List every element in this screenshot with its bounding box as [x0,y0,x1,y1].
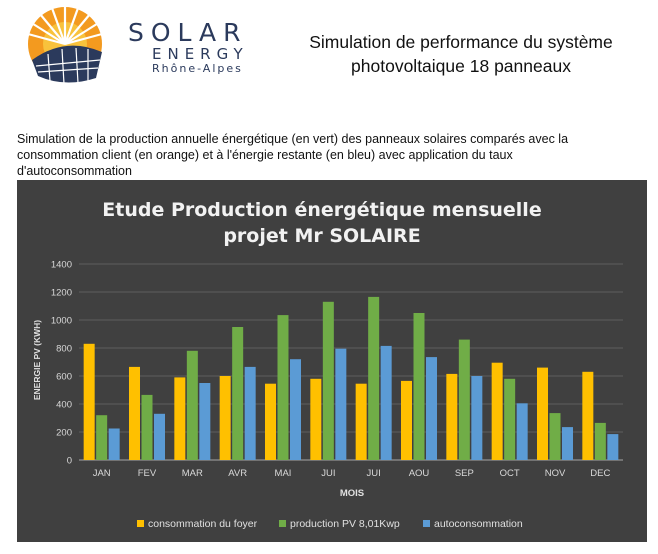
y-tick-label: 800 [56,344,72,355]
bar-consommation [310,378,322,460]
bar-production [277,315,289,460]
legend-swatch [137,520,144,527]
legend-swatch [279,520,286,527]
x-tick-label: MAR [182,468,203,479]
y-tick-label: 200 [56,428,72,439]
y-axis-label: ENERGIE PV (KWH) [32,320,42,400]
bar-production [141,394,153,460]
bar-autoconsommation [108,428,120,460]
bar-consommation [582,371,594,460]
solar-energy-logo [27,6,103,85]
bar-autoconsommation [562,427,573,460]
bar-consommation [174,377,186,460]
description-line1: Simulation de la production annuelle éne… [17,132,569,146]
description-line3: d'autoconsommation [17,164,132,178]
x-axis-label: MOIS [340,488,364,499]
bar-consommation [537,367,548,460]
y-tick-label: 400 [56,400,72,411]
bar-consommation [83,343,95,460]
chart-title-line1: Etude Production énergétique mensuelle [102,199,541,221]
bar-production [96,415,108,460]
bar-autoconsommation [471,376,483,460]
x-tick-label: DEC [590,468,610,479]
legend-label: consommation du foyer [148,518,258,530]
page-title: Simulation de performance du système pho… [276,30,646,78]
bar-autoconsommation [380,345,392,460]
x-tick-label: OCT [500,468,520,479]
bar-autoconsommation [607,434,619,460]
production-chart: Etude Production énergétique mensuelle p… [17,180,647,542]
description: Simulation de la production annuelle éne… [17,131,647,179]
y-tick-label: 1200 [51,288,72,299]
brand-sub: ENERGY [152,45,249,63]
brand-name: SOLAR [128,18,248,47]
bar-autoconsommation [290,359,301,460]
x-tick-label: SEP [455,468,474,479]
page-title-line1: Simulation de performance du système [309,32,613,52]
page-title-line2: photovoltaique 18 panneaux [351,56,571,76]
bar-production [186,350,198,460]
description-line2: consommation client (en orange) et à l'é… [17,148,513,162]
y-tick-label: 0 [67,456,72,467]
x-tick-label: JUI [367,468,381,479]
legend-swatch [423,520,430,527]
x-tick-label: JUI [321,468,335,479]
bar-consommation [355,383,367,460]
x-tick-label: MAI [275,468,292,479]
solar-panel-icon [32,45,102,85]
bar-consommation [401,380,412,460]
bar-consommation [219,376,231,460]
bar-production [322,301,334,460]
bar-autoconsommation [244,366,256,460]
y-tick-label: 600 [56,372,72,383]
y-tick-label: 1400 [51,260,72,271]
y-tick-label: 1000 [51,316,72,327]
bar-consommation [265,383,276,460]
legend-label: autoconsommation [434,518,523,530]
x-tick-label: AOU [409,468,430,479]
brand-wordmark: SOLAR ENERGY Rhône-Alpes [128,20,249,76]
legend-label: production PV 8,01Kwp [290,518,400,530]
bar-autoconsommation [199,383,211,460]
chart-title-line2: projet Mr SOLAIRE [223,225,420,247]
chart-legend: consommation du foyer production PV 8,01K… [137,518,523,530]
bar-production [504,378,516,460]
x-tick-label: FEV [138,468,157,479]
bar-autoconsommation [154,413,165,460]
x-tick-label: JAN [93,468,111,479]
brand-region: Rhône-Alpes [152,62,243,75]
bar-consommation [491,362,503,460]
bar-autoconsommation [335,348,347,460]
x-tick-label: NOV [545,468,566,479]
bar-production [458,339,470,460]
bar-autoconsommation [426,357,437,460]
bar-consommation [446,373,458,460]
bar-production [232,327,244,460]
bar-production [413,313,425,460]
chart-canvas: Etude Production énergétique mensuelle p… [32,199,623,530]
bar-production [368,296,380,460]
bar-autoconsommation [516,403,528,460]
bar-production [594,422,606,460]
x-tick-label: AVR [228,468,247,479]
bar-consommation [129,366,140,460]
bar-production [549,413,561,460]
